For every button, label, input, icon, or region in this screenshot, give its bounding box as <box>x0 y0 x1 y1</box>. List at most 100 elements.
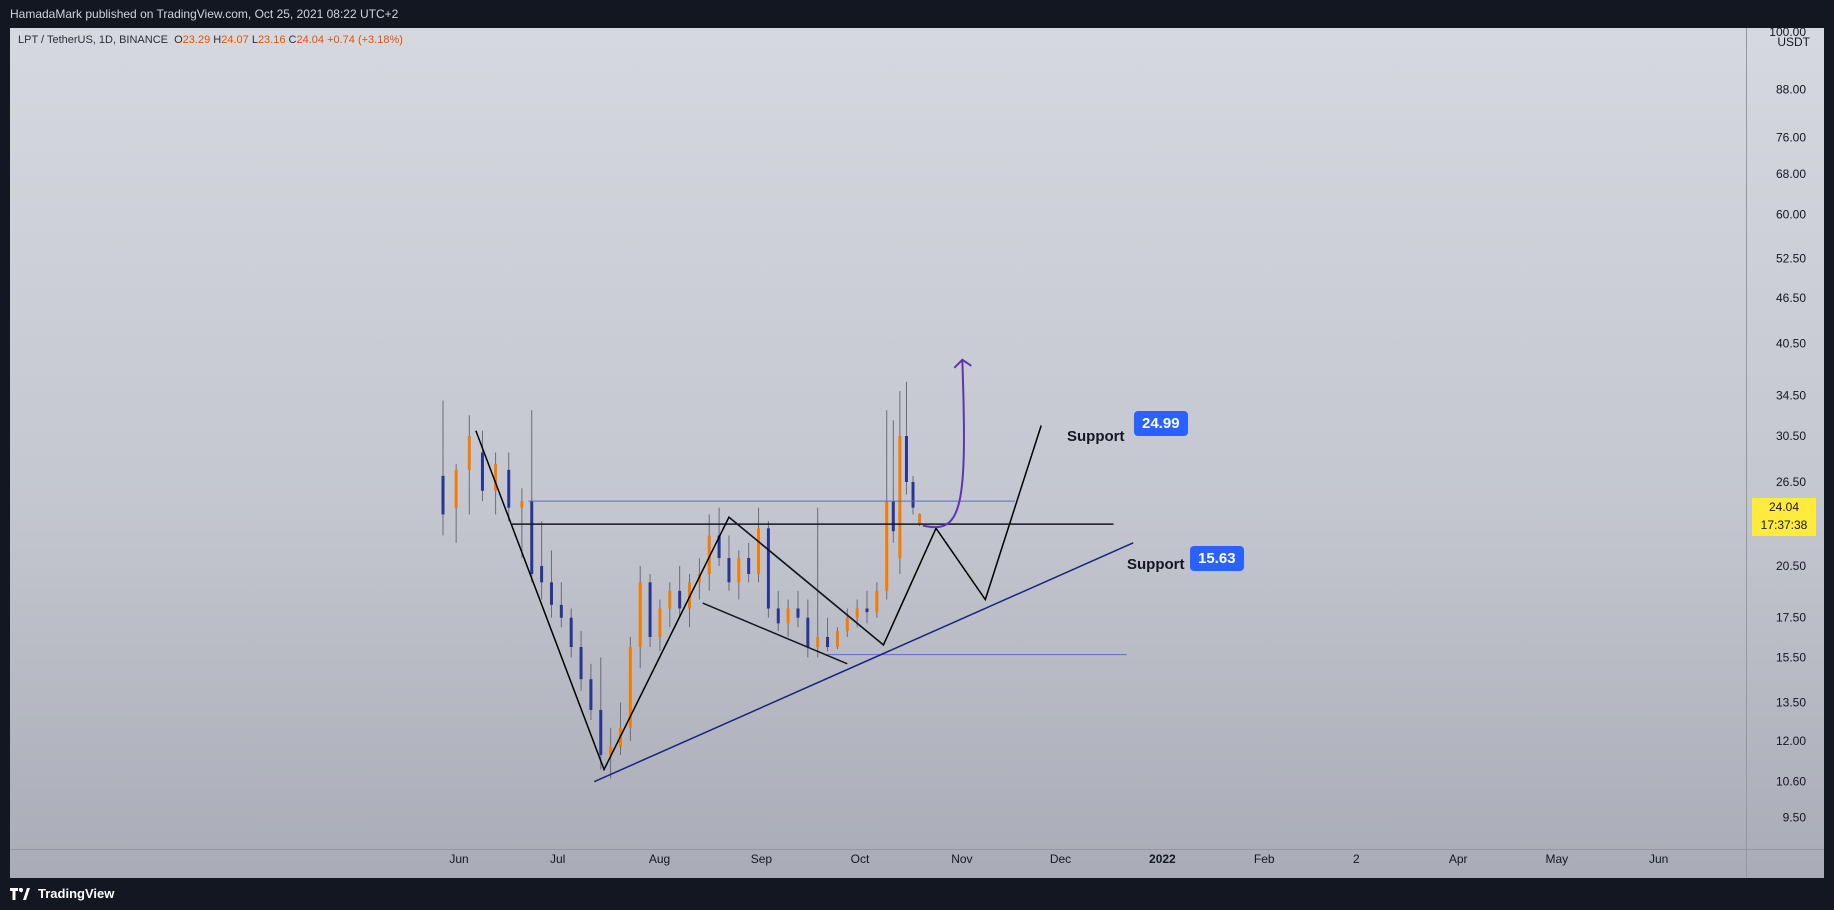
time-tick-label: 2 <box>1353 852 1360 866</box>
candle-body <box>776 608 780 624</box>
time-tick-label: Jul <box>550 852 565 866</box>
price-tick-label: 17.50 <box>1776 611 1806 625</box>
publisher-text: HamadaMark published on TradingView.com,… <box>10 7 399 21</box>
candle-body <box>875 590 879 613</box>
projection-arrow <box>922 359 965 529</box>
high-value: 24.07 <box>221 34 249 46</box>
wedge-upper-line <box>728 516 884 646</box>
price-tick-label-top: 100.00 <box>1769 28 1806 39</box>
candle-body <box>599 709 603 756</box>
candle-body <box>865 608 869 613</box>
candle-body <box>628 647 632 728</box>
price-tick-label: 46.50 <box>1776 291 1806 305</box>
countdown-timer: 17:37:38 <box>1760 518 1808 532</box>
price-tick-label: 15.50 <box>1776 650 1806 664</box>
candle-body <box>796 608 800 618</box>
time-tick-label: Feb <box>1254 852 1275 866</box>
symbol-name: LPT / TetherUS, 1D, BINANCE <box>18 34 168 46</box>
candle-body <box>668 590 672 609</box>
footer-bar: TradingView <box>0 878 1834 910</box>
candle-body <box>747 558 751 575</box>
candle-body <box>806 617 810 648</box>
currency-label: USDT <box>1777 35 1810 49</box>
price-tick-label: 76.00 <box>1776 130 1806 144</box>
candle-body <box>911 481 915 508</box>
candle-body <box>494 463 498 491</box>
candle-body <box>835 631 839 648</box>
candle-body <box>609 746 613 756</box>
candle-body <box>757 528 761 575</box>
support-label-upper: Support <box>1067 428 1125 445</box>
price-chart[interactable]: 88.00 76.00 68.00 60.00 52.50 46.50 40.50 34.50… <box>10 28 1824 878</box>
wedge-lower-line <box>702 602 848 665</box>
candle-body <box>589 679 593 710</box>
publisher-header: HamadaMark published on TradingView.com,… <box>0 0 1834 28</box>
candle-body <box>845 617 849 632</box>
candle-body <box>885 501 889 591</box>
price-tick-label: 12.00 <box>1776 734 1806 748</box>
support-label-lower: Support <box>1127 556 1185 573</box>
candle-body <box>816 636 820 648</box>
price-tick-label: 26.50 <box>1776 475 1806 489</box>
change-value: +0.74 (+3.18%) <box>327 34 403 46</box>
open-label: O <box>174 34 183 46</box>
candle-body <box>579 647 583 680</box>
time-tick-label: Jun <box>1649 852 1668 866</box>
time-tick-label: Aug <box>649 852 670 866</box>
price-axis-separator <box>1746 28 1747 878</box>
candle-body <box>569 617 573 648</box>
candle-body <box>855 608 859 618</box>
candle-body <box>549 582 553 605</box>
rising-trendline <box>593 542 1134 783</box>
time-tick-label: Oct <box>851 852 870 866</box>
candle-body <box>904 436 908 482</box>
current-price-marker: 24.04 17:37:38 <box>1752 498 1816 536</box>
candle-body <box>826 636 830 648</box>
candle-body <box>678 590 682 609</box>
candle-body <box>441 475 445 515</box>
candle-body <box>717 535 721 559</box>
symbol-legend[interactable]: LPT / TetherUS, 1D, BINANCE O23.29 H24.0… <box>18 34 403 46</box>
candle-body <box>480 452 484 491</box>
candle-body <box>638 582 642 648</box>
time-tick-label: Dec <box>1050 852 1071 866</box>
time-tick-label: Nov <box>951 852 972 866</box>
tradingview-logo[interactable]: TradingView <box>10 886 114 901</box>
candle-body <box>766 528 770 609</box>
candle-body <box>898 436 902 559</box>
price-tick-label: 34.50 <box>1776 389 1806 403</box>
brand-text: TradingView <box>38 886 115 901</box>
time-tick-label: Sep <box>751 852 773 866</box>
price-tick-label: 40.50 <box>1776 336 1806 350</box>
current-price-value: 24.04 <box>1768 500 1800 514</box>
resistance-price-label[interactable]: 24.99 <box>1134 411 1188 436</box>
projection-arrowhead <box>953 358 972 369</box>
chart-area[interactable]: 88.00 76.00 68.00 60.00 52.50 46.50 40.50 34.50… <box>10 28 1824 878</box>
candle-body <box>648 582 652 637</box>
time-tick-label: Jun <box>449 852 468 866</box>
price-tick-label: 88.00 <box>1776 82 1806 96</box>
low-label: L <box>251 34 258 46</box>
time-tick-label: May <box>1545 852 1568 866</box>
candle-body <box>530 501 534 575</box>
candle-body <box>540 565 544 583</box>
candle-body <box>467 436 471 470</box>
price-tick-label: 10.60 <box>1776 775 1806 789</box>
candle-body <box>454 469 458 508</box>
open-value: 23.29 <box>182 34 211 46</box>
candle-body <box>727 558 731 583</box>
tradingview-logo-icon <box>10 887 30 900</box>
price-tick-label: 68.00 <box>1776 167 1806 181</box>
high-label: H <box>213 34 222 46</box>
pattern-zigzag <box>475 425 1042 772</box>
candle-body <box>707 535 711 575</box>
candle-body <box>918 513 922 525</box>
time-tick-label: 2022 <box>1149 852 1176 866</box>
close-label: C <box>288 34 297 46</box>
support-price-label[interactable]: 15.63 <box>1190 546 1244 571</box>
price-tick-label: 9.50 <box>1783 811 1807 825</box>
time-tick-label: Apr <box>1449 852 1468 866</box>
candle-body <box>891 501 895 532</box>
candle-body <box>507 469 511 508</box>
candle-body <box>559 604 563 618</box>
